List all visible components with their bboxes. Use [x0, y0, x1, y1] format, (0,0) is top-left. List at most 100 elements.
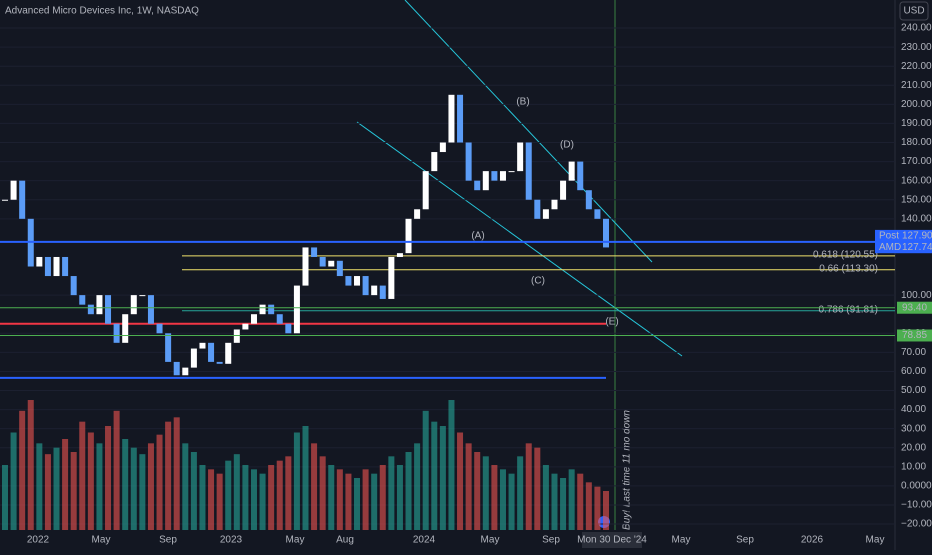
- volume-bar: [551, 473, 558, 530]
- y-tick-label: 150.00: [901, 194, 932, 205]
- volume-bar: [465, 443, 472, 530]
- candle-body: [268, 304, 275, 315]
- candle-body: [336, 260, 343, 277]
- y-tick-label: −20.00: [901, 519, 932, 530]
- volume-bar: [594, 486, 601, 530]
- y-tick-label: 230.00: [901, 42, 932, 53]
- volume-bar: [431, 421, 438, 530]
- candle-body: [147, 295, 154, 324]
- candle-body: [165, 333, 172, 362]
- candle-body: [53, 256, 60, 277]
- price-tag: [875, 241, 932, 254]
- volume-bar: [285, 456, 292, 530]
- candle-body: [379, 285, 386, 299]
- volume-bar: [354, 478, 361, 530]
- price-tag: [875, 229, 932, 242]
- y-tick-label: 70.00: [901, 347, 926, 358]
- candle-body: [62, 256, 69, 277]
- wave-label: (C): [531, 276, 545, 287]
- volume-bar: [276, 460, 283, 530]
- candle-body: [242, 323, 249, 330]
- volume-bar: [182, 443, 189, 530]
- wave-label: (E): [605, 317, 618, 328]
- candle-body: [594, 209, 601, 219]
- wave-label: (D): [560, 140, 574, 151]
- volume-bar: [336, 469, 343, 530]
- volume-bar: [36, 443, 43, 530]
- volume-bar: [448, 400, 455, 530]
- candle-body: [551, 199, 558, 210]
- y-tick-label: 40.00: [901, 404, 926, 415]
- y-tick-label: 210.00: [901, 80, 932, 91]
- fib-label: 0.66 (113.30): [819, 263, 878, 274]
- candle-body: [560, 180, 567, 200]
- x-tick-label: 2022: [27, 535, 50, 546]
- volume-bar: [345, 473, 352, 530]
- candle-body: [525, 142, 532, 200]
- volume-bar: [190, 452, 197, 530]
- candle-body: [70, 276, 77, 296]
- candle-body: [448, 94, 455, 143]
- candle-body: [414, 209, 421, 219]
- candle-body: [508, 171, 515, 173]
- volume-bar: [517, 456, 524, 530]
- candle-body: [19, 180, 26, 219]
- volume-bar: [491, 465, 498, 530]
- candle-body: [319, 256, 326, 267]
- candle-body: [602, 218, 610, 248]
- volume-bar: [1, 465, 9, 530]
- candle-body: [568, 161, 575, 181]
- candle-body: [585, 190, 592, 210]
- candle-body: [156, 323, 163, 334]
- candle-body: [311, 247, 318, 257]
- candle-body: [371, 285, 378, 296]
- volume-bar: [130, 447, 137, 530]
- y-tick-label: 30.00: [901, 423, 926, 434]
- volume-bar: [250, 469, 257, 530]
- candle-body: [482, 171, 489, 191]
- volume-bar: [371, 473, 378, 530]
- candle-body: [36, 256, 43, 267]
- volume-bar: [379, 465, 386, 530]
- volume-bar: [225, 460, 232, 530]
- annotation: Buy! Last time 11 mo down: [622, 410, 633, 530]
- volume-bar: [388, 456, 395, 530]
- wave-label: (A): [471, 231, 484, 242]
- volume-bar: [319, 456, 326, 530]
- candle-body: [405, 218, 412, 254]
- volume-bar: [362, 469, 369, 530]
- candle-body: [173, 361, 180, 376]
- tag-value: 93.40: [902, 302, 927, 313]
- volume-bar: [19, 410, 26, 530]
- volume-bar: [457, 432, 464, 530]
- volume-bar: [208, 469, 215, 530]
- volume-bar: [122, 439, 129, 530]
- x-tick-label: 2026: [801, 535, 824, 546]
- volume-bar: [311, 443, 318, 530]
- volume-bar: [508, 473, 515, 530]
- candle-body: [499, 171, 506, 181]
- y-tick-label: 240.00: [901, 23, 932, 34]
- candle-body: [354, 276, 361, 286]
- volume-bar: [302, 426, 309, 530]
- volume-bar: [414, 443, 421, 530]
- fib-label: 0.618 (120.55): [813, 250, 878, 261]
- volume-bar: [70, 452, 77, 530]
- y-tick-label: 100.00: [901, 290, 932, 301]
- volume-bar: [147, 443, 154, 530]
- candle-body: [225, 342, 232, 364]
- candle-body: [259, 304, 266, 315]
- x-tick-label: Sep: [159, 535, 177, 546]
- volume-bar: [534, 447, 541, 530]
- volume-bar: [79, 421, 86, 530]
- candle-body: [577, 161, 584, 191]
- wave-label: (B): [516, 97, 529, 108]
- candle-body: [216, 361, 223, 364]
- x-tick-label: 2023: [220, 535, 243, 546]
- volume-bar: [165, 421, 172, 530]
- y-tick-label: 220.00: [901, 61, 932, 72]
- candle-body: [250, 314, 257, 324]
- volume-bar: [173, 417, 180, 530]
- volume-bar: [105, 426, 112, 530]
